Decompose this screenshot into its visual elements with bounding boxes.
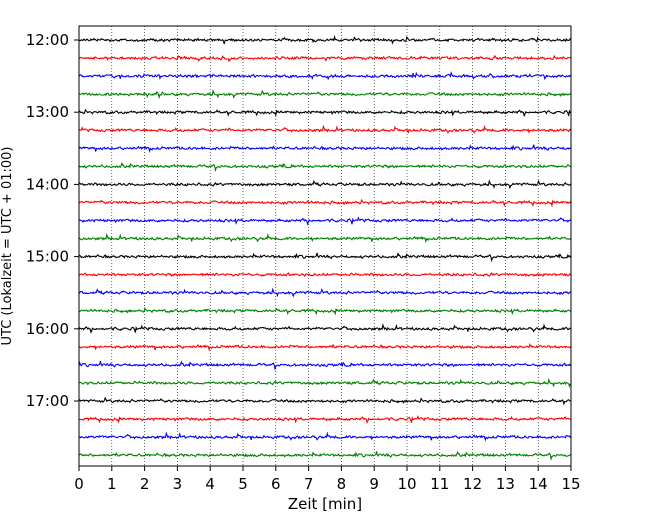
x-tick-label: 0 <box>74 475 84 493</box>
seismic-trace <box>78 414 572 425</box>
seismic-trace <box>78 450 572 461</box>
x-axis-ticks: 0 1 2 3 4 5 6 7 8 9 10 11 12 13 14 15 <box>74 466 581 493</box>
seismic-trace <box>78 71 572 81</box>
seismic-trace <box>78 161 572 173</box>
trace-group <box>78 34 572 461</box>
y-tick-label: 16:00 <box>26 320 69 338</box>
seismic-trace <box>78 307 572 316</box>
x-tick-label: 3 <box>173 475 183 493</box>
x-tick-label: 13 <box>496 475 515 493</box>
seismic-trace <box>78 54 572 63</box>
y-axis-ticks: 12:00 13:00 14:00 15:00 16:00 17:00 <box>26 31 79 410</box>
seismic-trace <box>78 232 572 244</box>
seismic-trace <box>78 396 572 406</box>
x-tick-label: 4 <box>205 475 215 493</box>
y-tick-label: 15:00 <box>26 248 69 266</box>
x-tick-label: 9 <box>369 475 379 493</box>
seismic-trace <box>78 342 572 352</box>
seismic-trace <box>78 272 572 278</box>
seismic-trace <box>78 287 572 298</box>
x-tick-label: 10 <box>397 475 416 493</box>
seismic-trace <box>78 377 572 388</box>
x-tick-label: 7 <box>304 475 314 493</box>
x-tick-label: 12 <box>463 475 482 493</box>
x-tick-label: 5 <box>238 475 248 493</box>
plot-frame <box>78 25 572 467</box>
seismic-trace <box>78 88 572 100</box>
seismic-trace <box>78 198 572 208</box>
y-tick-label: 14:00 <box>26 175 69 193</box>
y-tick-label: 17:00 <box>26 392 69 410</box>
y-axis-label: UTC (Lokalzeit = UTC + 01:00) <box>0 147 15 346</box>
seismic-trace <box>78 323 572 334</box>
seismic-trace <box>78 124 572 135</box>
seismic-trace <box>78 108 572 118</box>
y-tick-label: 13:00 <box>26 103 69 121</box>
x-tick-label: 8 <box>337 475 347 493</box>
seismic-trace <box>78 144 572 153</box>
x-tick-label: 1 <box>107 475 117 493</box>
vertical-gridlines <box>111 26 539 466</box>
x-tick-label: 11 <box>430 475 449 493</box>
x-tick-label: 2 <box>140 475 150 493</box>
seismic-trace <box>78 252 572 263</box>
seismic-trace <box>78 34 572 45</box>
seismic-trace <box>78 431 572 442</box>
y-tick-label: 12:00 <box>26 31 69 49</box>
x-tick-label: 15 <box>561 475 580 493</box>
x-tick-label: 14 <box>529 475 548 493</box>
seismic-trace <box>78 360 572 371</box>
x-tick-label: 6 <box>271 475 281 493</box>
seismic-trace <box>78 179 572 190</box>
x-axis-label: Zeit [min] <box>288 495 362 513</box>
seismic-trace <box>78 216 572 226</box>
